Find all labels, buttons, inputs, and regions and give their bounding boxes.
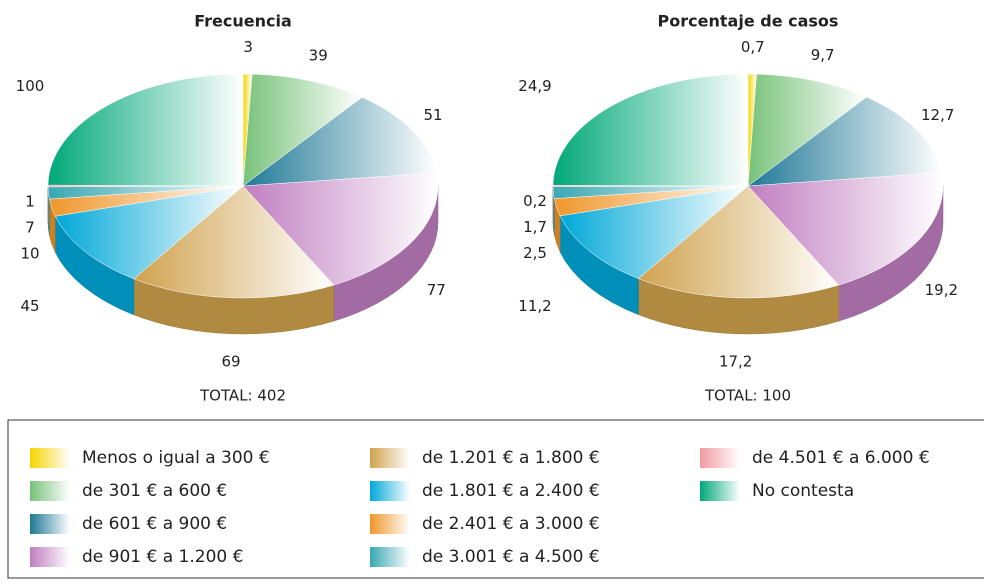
legend-label: de 1.801 € a 2.400 €: [422, 481, 600, 501]
data-label: 100: [16, 77, 45, 95]
data-label: 3: [243, 38, 253, 56]
legend-swatch: [370, 448, 410, 468]
legend-swatch: [30, 514, 70, 534]
data-label: 7: [25, 219, 35, 237]
legend-label: No contesta: [752, 481, 854, 501]
data-label: 0,2: [523, 192, 547, 210]
data-label: 51: [423, 106, 442, 124]
data-label: 17,2: [719, 353, 752, 371]
legend-label: de 301 € a 600 €: [82, 481, 227, 501]
legend-label: de 4.501 € a 6.000 €: [752, 448, 930, 468]
data-label: 9,7: [811, 46, 835, 64]
legend-label: Menos o igual a 300 €: [82, 448, 270, 468]
legend-swatch: [30, 481, 70, 501]
chart-title: Porcentaje de casos: [658, 12, 839, 31]
legend-label: de 601 € a 900 €: [82, 514, 227, 534]
data-label: 2,5: [523, 244, 547, 262]
data-label: 19,2: [925, 281, 958, 299]
slice: [553, 74, 748, 186]
data-label: 1: [25, 193, 35, 211]
data-label: 77: [427, 281, 446, 299]
legend-swatch: [30, 448, 70, 468]
legend-swatch: [370, 481, 410, 501]
data-label: 69: [222, 353, 241, 371]
legend-label: de 1.201 € a 1.800 €: [422, 448, 600, 468]
data-label: 11,2: [518, 297, 551, 315]
data-label: 10: [20, 245, 39, 263]
legend-label: de 901 € a 1.200 €: [82, 547, 243, 567]
legend-swatch: [700, 481, 740, 501]
slice: [48, 74, 243, 186]
legend-swatch: [370, 514, 410, 534]
legend-swatch: [370, 547, 410, 567]
data-label: 45: [20, 297, 39, 315]
legend-label: de 2.401 € a 3.000 €: [422, 514, 600, 534]
legend-swatch: [30, 547, 70, 567]
legend-label: de 3.001 € a 4.500 €: [422, 547, 600, 567]
total-label: TOTAL: 100: [704, 387, 791, 405]
data-label: 12,7: [921, 106, 954, 124]
data-label: 39: [309, 46, 328, 64]
legend-swatch: [700, 448, 740, 468]
data-label: 0,7: [741, 38, 765, 56]
total-label: TOTAL: 402: [199, 387, 286, 405]
data-label: 1,7: [523, 218, 547, 236]
data-label: 24,9: [518, 77, 551, 95]
chart-title: Frecuencia: [194, 12, 292, 31]
